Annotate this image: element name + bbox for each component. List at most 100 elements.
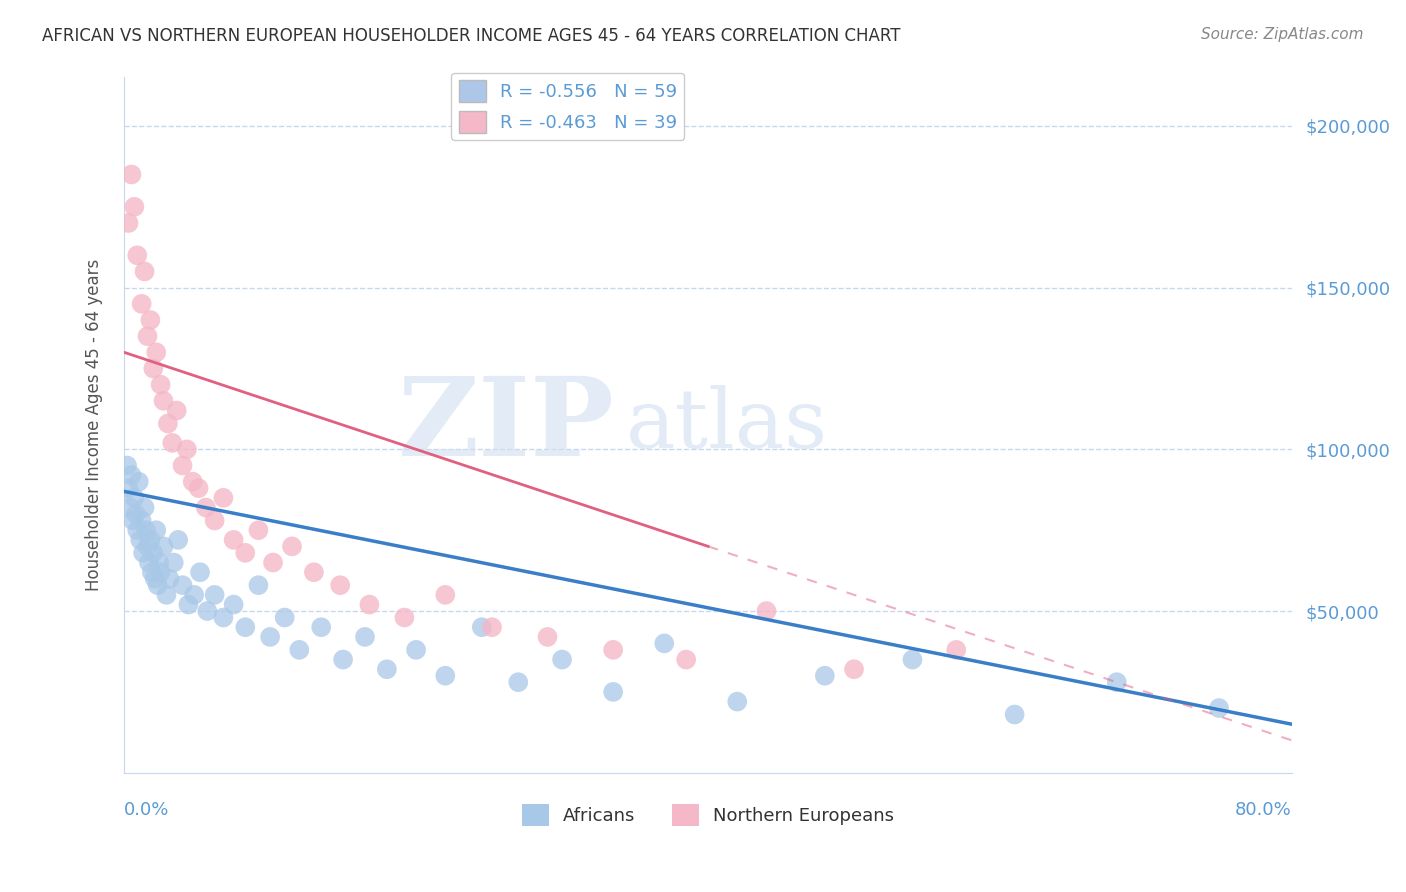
Point [148,556,170,570]
Point [329,578,352,592]
Point [814,669,837,683]
Point [129,533,152,547]
Point [157,572,180,586]
Point [142,546,165,560]
Point [302,566,325,580]
Point [120,468,142,483]
Point [259,630,281,644]
Point [434,588,457,602]
Point [204,588,226,602]
Point [222,533,245,547]
Point [212,610,235,624]
Point [309,620,332,634]
Point [118,500,141,515]
Text: AFRICAN VS NORTHERN EUROPEAN HOUSEHOLDER INCOME AGES 45 - 64 YEARS CORRELATION C: AFRICAN VS NORTHERN EUROPEAN HOUSEHOLDER… [42,27,901,45]
Point [143,572,166,586]
Point [135,523,157,537]
Point [134,500,156,515]
Point [122,514,145,528]
Point [117,481,139,495]
Point [755,604,778,618]
Point [675,652,697,666]
Point [188,566,211,580]
Point [172,578,194,592]
Point [725,695,748,709]
Point [247,578,270,592]
Point [146,578,169,592]
Point [120,168,142,182]
Point [152,393,174,408]
Point [508,675,530,690]
Point [162,436,184,450]
Point [187,481,209,495]
Point [136,540,159,554]
Point [139,313,162,327]
Point [332,652,354,666]
Text: 0.0%: 0.0% [124,800,170,819]
Point [131,514,153,528]
Point [181,475,204,489]
Point [602,685,624,699]
Point [145,345,167,359]
Point [115,458,138,473]
Point [149,566,172,580]
Point [128,475,150,489]
Point [172,458,194,473]
Point [281,540,304,554]
Point [127,248,149,262]
Y-axis label: Householder Income Ages 45 - 64 years: Householder Income Ages 45 - 64 years [86,259,103,591]
Point [131,297,153,311]
Point [222,598,245,612]
Point [134,264,156,278]
Point [138,556,160,570]
Point [288,643,311,657]
Point [149,377,172,392]
Point [233,620,256,634]
Point [536,630,558,644]
Point [152,540,174,554]
Text: 80.0%: 80.0% [1236,800,1292,819]
Point [124,491,146,505]
Point [145,523,167,537]
Point [183,588,205,602]
Point [195,604,218,618]
Point [142,361,165,376]
Point [842,662,865,676]
Point [1105,675,1128,690]
Point [132,546,155,560]
Point [359,598,381,612]
Point [434,669,457,683]
Point [375,662,398,676]
Text: Source: ZipAtlas.com: Source: ZipAtlas.com [1201,27,1364,42]
Point [141,566,163,580]
Text: atlas: atlas [626,385,828,465]
Point [163,556,186,570]
Point [481,620,503,634]
Point [139,533,162,547]
Point [945,643,967,657]
Point [405,643,427,657]
Point [127,523,149,537]
Point [1208,701,1230,715]
Point [233,546,256,560]
Point [155,588,177,602]
Point [177,598,200,612]
Point [652,636,675,650]
Point [125,507,148,521]
Point [194,500,217,515]
Point [901,652,924,666]
Point [354,630,377,644]
Point [136,329,159,343]
Point [156,417,179,431]
Point [167,533,190,547]
Point [262,556,284,570]
Point [176,442,198,457]
Point [212,491,235,505]
Point [602,643,624,657]
Point [166,403,188,417]
Legend: Africans, Northern Europeans: Africans, Northern Europeans [515,797,901,833]
Text: ZIP: ZIP [398,372,614,479]
Point [1004,707,1026,722]
Point [471,620,494,634]
Point [247,523,270,537]
